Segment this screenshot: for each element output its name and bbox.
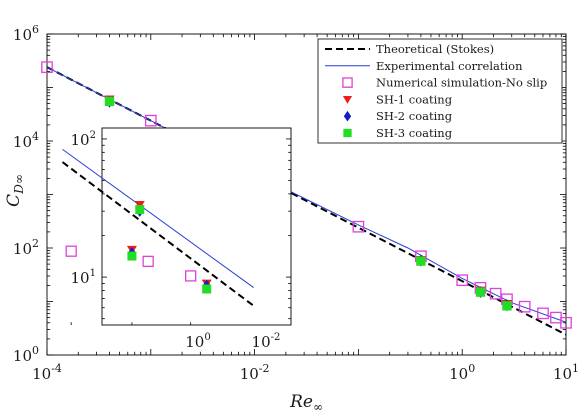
y-tick-label: 102 [13, 237, 39, 258]
inset-frame [101, 127, 292, 326]
numerical-simulation-no-slip-point [41, 61, 53, 74]
inset-numerical-simulation-no-slip-point [185, 270, 197, 282]
inset-x-tick-label-base: 10 [252, 333, 271, 351]
legend-label-theoretical-stokes: Theoretical (Stokes) [376, 42, 494, 56]
inset-sh-3-coating-point [135, 205, 145, 215]
inset-y-tick-label: 102 [70, 130, 96, 149]
inset-x-tick-label: 10-2 [252, 332, 281, 351]
legend-swatch-numerical-simulation-no-slip [342, 77, 353, 88]
y-tick-label: 104 [13, 130, 39, 151]
x-tick-label-base: 10 [32, 365, 51, 383]
legend-label-numerical-simulation-no-slip: Numerical simulation-No slip [376, 76, 547, 90]
numerical-simulation-no-slip-point [456, 274, 469, 287]
sh-3-coating-point [104, 96, 115, 107]
x-tick-label: 10-2 [240, 362, 270, 383]
legend-box [317, 38, 563, 144]
inset-sh-3-coating-point [202, 284, 212, 294]
numerical-simulation-no-slip-point [144, 114, 157, 127]
sh-3-coating-point [475, 287, 486, 297]
legend-label-experimental-correlation: Experimental correlation [376, 59, 523, 73]
inset-y-tick-label-base: 10 [70, 131, 89, 149]
sh-3-coating-point [502, 301, 512, 311]
legend-label-sh-1-coating: SH-1 coating [376, 92, 453, 106]
numerical-simulation-no-slip-point [537, 307, 549, 320]
numerical-simulation-no-slip-point [352, 220, 365, 233]
x-tick-label-exp: 0 [468, 362, 475, 375]
inset-sh-3-coating-point [127, 251, 137, 261]
inset-numerical-simulation-no-slip-point [65, 245, 77, 257]
y-tick-label-exp: 2 [32, 237, 39, 250]
legend-label-sh-3-coating: SH-3 coating [376, 126, 453, 140]
y-tick-label-base: 10 [13, 240, 32, 258]
x-tick-label: 100 [449, 362, 475, 383]
numerical-simulation-no-slip-point [489, 287, 502, 300]
y-tick-label-exp: 6 [32, 23, 39, 36]
sh-3-coating-point [416, 256, 426, 266]
y-tick-label-base: 10 [13, 347, 32, 365]
numerical-simulation-no-slip-point [560, 316, 572, 329]
x-tick-label-base: 10 [449, 365, 468, 383]
inset-x-tick-label-exp: 0 [204, 332, 210, 343]
inset-numerical-simulation-no-slip-point [142, 255, 154, 267]
y-tick-label-exp: 4 [32, 130, 39, 143]
y-tick-label: 106 [13, 23, 39, 44]
x-tick-label-exp: -4 [51, 362, 62, 375]
legend-swatch-sh-1-coating [342, 95, 353, 104]
x-tick-label-exp: 1 [572, 362, 579, 375]
legend-label-sh-2-coating: SH-2 coating [376, 109, 453, 123]
inset-x-tick-label-base: 10 [185, 333, 204, 351]
numerical-simulation-no-slip-point [518, 300, 531, 313]
x-axis-label-main: Re [289, 392, 313, 412]
y-tick-label-base: 10 [13, 26, 32, 44]
y-axis-label-sub: D∞ [12, 174, 26, 195]
inset-experimental-correlation-line [62, 148, 254, 288]
x-axis-label-sub: ∞ [313, 400, 323, 414]
inset-y-tick-label-base: 10 [70, 269, 89, 287]
y-tick-label: 100 [13, 344, 39, 365]
x-tick-label-base: 10 [240, 365, 259, 383]
inset-y-tick-label: 101 [70, 268, 96, 287]
inset-x-tick-label-exp: -2 [271, 332, 281, 343]
x-tick-label: 101 [553, 362, 579, 383]
axis-labels: Re∞ CD∞ [4, 174, 323, 414]
inset-theoretical-stokes-line [61, 161, 255, 307]
x-tick-label: 10-4 [32, 362, 62, 383]
x-tick-label-exp: -2 [259, 362, 270, 375]
legend: Theoretical (Stokes) Experimental correla… [317, 38, 563, 144]
inset-y-tick-label-exp: 2 [90, 130, 96, 141]
y-axis-label-main: C [4, 194, 24, 207]
y-axis-label: CD∞ [4, 174, 26, 207]
x-tick-label-base: 10 [553, 365, 572, 383]
legend-swatch-sh-2-coating [343, 110, 352, 122]
y-tick-label-exp: 0 [32, 344, 39, 357]
legend-swatch-sh-3-coating [343, 128, 352, 138]
x-axis-label: Re∞ [289, 392, 323, 414]
inset-y-tick-label-exp: 1 [90, 268, 96, 279]
inset-x-tick-label: 100 [185, 332, 211, 351]
y-tick-label-base: 10 [13, 133, 32, 151]
